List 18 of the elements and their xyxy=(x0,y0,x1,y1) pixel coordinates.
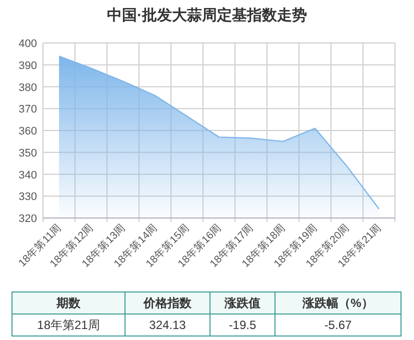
y-tick-label: 350 xyxy=(18,147,37,160)
text: 期数 xyxy=(56,296,82,310)
text: -5.67 xyxy=(324,318,352,332)
y-tick-label: 340 xyxy=(18,169,37,182)
y-tick-label: 380 xyxy=(18,82,37,94)
text: 价格指数 xyxy=(142,296,192,310)
chart-title: 中国·批发大蒜周定基指数走势 xyxy=(107,6,307,24)
text: 涨跌幅（%） xyxy=(302,296,374,310)
text: -19.5 xyxy=(228,318,256,332)
text: 18年第21周 xyxy=(37,318,100,332)
text: 324.13 xyxy=(149,318,186,332)
text: 涨跌值 xyxy=(224,296,260,310)
y-tick-label: 390 xyxy=(18,60,37,72)
y-tick-label: 320 xyxy=(18,213,37,225)
y-tick-label: 330 xyxy=(18,191,37,204)
y-tick-label: 370 xyxy=(18,104,37,116)
y-tick-label: 400 xyxy=(18,38,37,50)
y-tick-label: 360 xyxy=(18,126,37,138)
